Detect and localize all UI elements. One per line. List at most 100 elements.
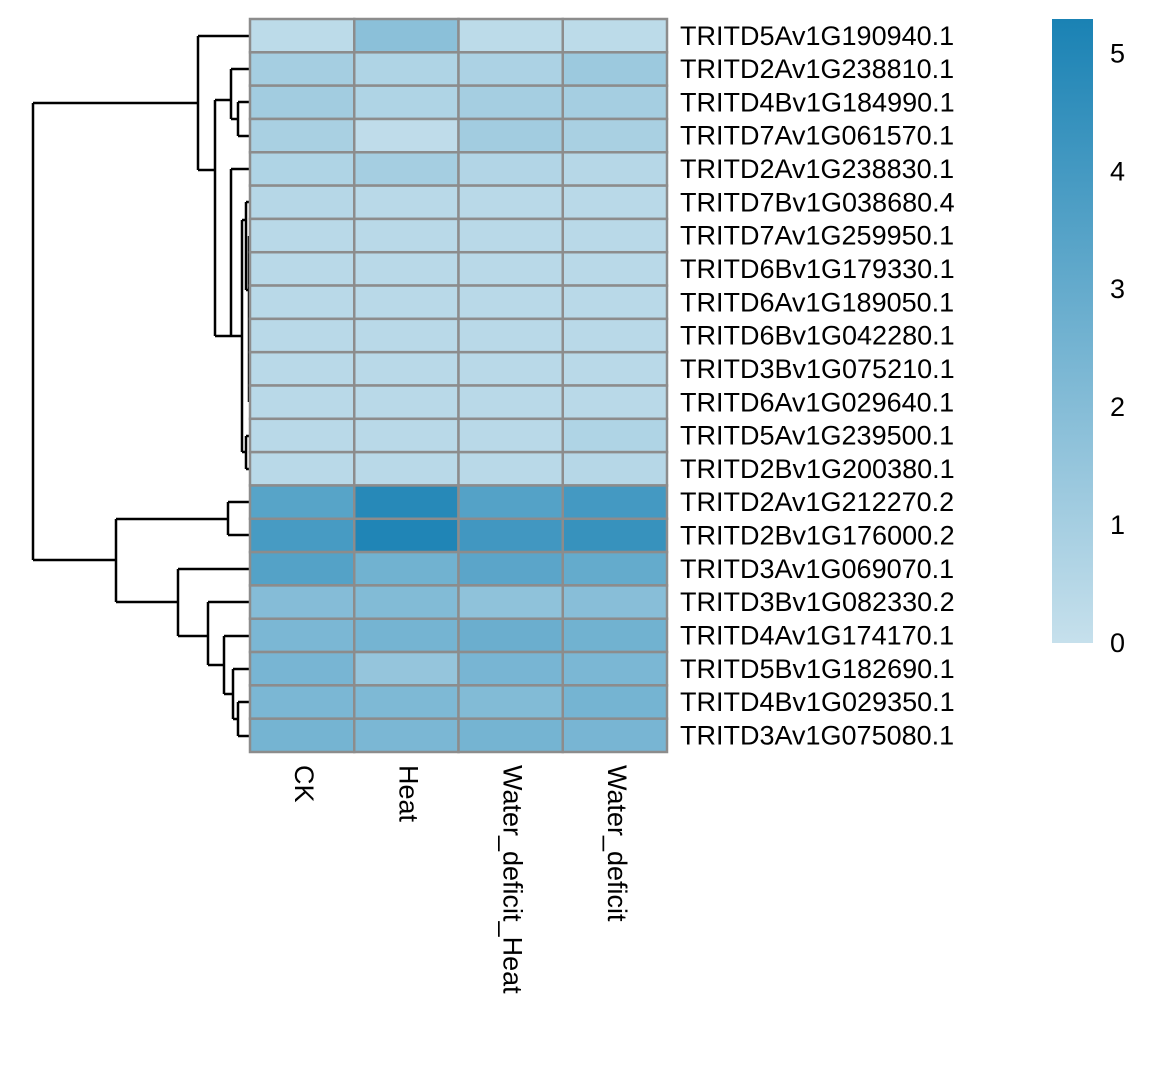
cell [353, 650, 460, 687]
row-label: TRITD7Av1G061570.1 [680, 121, 954, 151]
cell [248, 550, 356, 587]
cell [457, 484, 564, 521]
cell [561, 484, 669, 521]
column-label: Water_deficit [602, 765, 632, 922]
row-label: TRITD3Av1G075080.1 [680, 720, 954, 750]
colorbar-tick-label: 1 [1110, 510, 1125, 540]
cell [248, 317, 356, 354]
cell [561, 350, 669, 387]
row-label: TRITD3Bv1G082330.2 [680, 587, 955, 617]
cell [353, 384, 460, 421]
cell [457, 517, 564, 554]
cell [353, 184, 460, 221]
cell [561, 684, 669, 720]
cell [561, 117, 669, 154]
row-label: TRITD6Bv1G042280.1 [680, 321, 955, 351]
row-label: TRITD2Av1G238810.1 [680, 54, 954, 84]
colorbar-tick-label: 4 [1110, 156, 1125, 186]
cell [248, 284, 356, 321]
row-label: TRITD5Av1G190940.1 [680, 21, 954, 51]
cell [353, 151, 460, 187]
cell [457, 450, 564, 487]
cell [561, 550, 669, 587]
row-label: TRITD4Bv1G029350.1 [680, 687, 955, 717]
row-label: TRITD2Bv1G200380.1 [680, 454, 955, 484]
cell [561, 151, 669, 187]
cell [248, 584, 356, 620]
row-label: TRITD3Bv1G075210.1 [680, 354, 955, 384]
cell [457, 184, 564, 221]
cell [353, 284, 460, 321]
cell [353, 17, 460, 54]
cell [248, 650, 356, 687]
cell [457, 350, 564, 387]
row-label: TRITD5Av1G239500.1 [680, 421, 954, 451]
cell [353, 117, 460, 154]
cell [353, 84, 460, 121]
row-label: TRITD4Bv1G184990.1 [680, 87, 955, 117]
cell [248, 450, 356, 487]
cell [561, 617, 669, 654]
cell [457, 17, 564, 54]
cell [353, 417, 460, 454]
cell [457, 284, 564, 321]
cell [353, 217, 460, 254]
row-label: TRITD7Av1G259950.1 [680, 221, 954, 251]
cell [457, 217, 564, 254]
cell [353, 584, 460, 620]
cell [353, 51, 460, 87]
row-label: TRITD7Bv1G038680.4 [680, 187, 955, 217]
cell [457, 650, 564, 687]
column-label: Heat [393, 765, 423, 823]
cell [561, 517, 669, 554]
cell [248, 84, 356, 121]
row-label: TRITD3Av1G069070.1 [680, 554, 954, 584]
cell [561, 217, 669, 254]
cell [248, 151, 356, 187]
cell [353, 484, 460, 521]
cell [457, 617, 564, 654]
row-label: TRITD6Av1G029640.1 [680, 387, 954, 417]
cell [561, 717, 669, 754]
row-label: TRITD6Bv1G179330.1 [680, 254, 955, 284]
cell [248, 250, 356, 287]
cell [457, 384, 564, 421]
cell [561, 450, 669, 487]
cell [353, 350, 460, 387]
colorbar [1052, 19, 1093, 643]
cell [561, 284, 669, 321]
cell [353, 717, 460, 754]
cell [561, 51, 669, 87]
cell [561, 384, 669, 421]
row-label: TRITD5Bv1G182690.1 [680, 654, 955, 684]
cell [353, 550, 460, 587]
cell [561, 584, 669, 620]
cell [457, 151, 564, 187]
cell [353, 250, 460, 287]
cell [561, 84, 669, 121]
cell [457, 417, 564, 454]
cell [248, 384, 356, 421]
cell [248, 117, 356, 154]
cell [457, 684, 564, 720]
colorbar-tick-label: 5 [1110, 38, 1125, 68]
cell [561, 250, 669, 287]
cell [457, 550, 564, 587]
row-label: TRITD2Av1G212270.2 [680, 487, 954, 517]
cell [248, 184, 356, 221]
cell [248, 417, 356, 454]
row-label: TRITD4Av1G174170.1 [680, 621, 954, 651]
colorbar-tick-label: 3 [1110, 274, 1125, 304]
cell [457, 84, 564, 121]
column-label: Water_deficit_Heat [498, 765, 528, 994]
cell [561, 17, 669, 54]
row-label: TRITD6Av1G189050.1 [680, 287, 954, 317]
cell [248, 17, 356, 54]
cell [457, 717, 564, 754]
cell [248, 484, 356, 521]
colorbar-tick-label: 0 [1110, 628, 1125, 658]
cell [561, 650, 669, 687]
cell [248, 350, 356, 387]
row-label: TRITD2Av1G238830.1 [680, 154, 954, 184]
